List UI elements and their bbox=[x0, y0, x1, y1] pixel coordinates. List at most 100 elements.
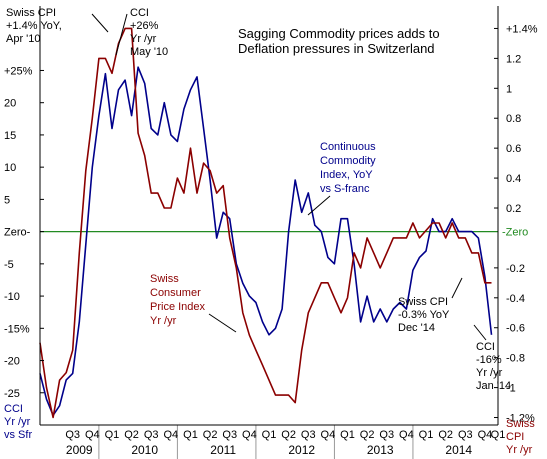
quarter-label: Q4 bbox=[321, 429, 336, 441]
plot-frame bbox=[39, 6, 499, 426]
left-tick-label: 10 bbox=[4, 162, 16, 174]
quarter-label: Q1 bbox=[262, 429, 277, 441]
right-axis-title: Swiss bbox=[506, 418, 535, 430]
right-axis-title: CPI bbox=[506, 431, 524, 443]
cci-series-line bbox=[39, 66, 493, 417]
annotation-cci-peak-text: +26% bbox=[130, 20, 159, 32]
annotation-cci-series-text: Continuous bbox=[320, 141, 376, 153]
quarter-label: Q1 bbox=[183, 429, 198, 441]
x-axis: Q3 Q4 Q1 Q2 Q3 Q4 Q1 Q2 Q3 Q4 Q1 Q2 Q3 Q4 Q1 Q2 Q3 Q4 Q1 Q2… bbox=[65, 429, 505, 457]
annotation-cci-peak-text: CCI bbox=[130, 7, 149, 19]
right-tick-label: 1.2 bbox=[506, 53, 521, 65]
series-lines bbox=[39, 27, 493, 419]
right-tick-label: 0.2 bbox=[506, 203, 521, 215]
right-tick-label: -0.8 bbox=[506, 353, 525, 365]
annotation-cci-latest-text: -16% bbox=[476, 354, 502, 366]
quarter-label: Q4 bbox=[399, 429, 414, 441]
annotation-cpi-series-text: Price Index bbox=[150, 301, 206, 313]
right-axis-title: Yr /yr bbox=[506, 444, 533, 456]
annotation-cci-series-text: vs S-franc bbox=[320, 183, 370, 195]
quarter-label: Q1 bbox=[340, 429, 355, 441]
annotation-cpi-peak-text: Swiss CPI bbox=[6, 7, 56, 19]
quarter-label: Q1 bbox=[105, 429, 120, 441]
year-label: 2009 bbox=[66, 443, 93, 457]
quarter-label: Q1 bbox=[419, 429, 434, 441]
quarter-label: Q4 bbox=[478, 429, 493, 441]
annotation-cci-latest-text: Jan '14 bbox=[476, 380, 511, 392]
annotation-cpi-latest-text: Swiss CPI bbox=[398, 296, 448, 308]
title-line: Sagging Commodity prices adds to bbox=[238, 26, 440, 41]
left-tick-label: 5 bbox=[4, 194, 10, 206]
annotation-cpi-series-text: Swiss bbox=[150, 273, 179, 285]
year-label: 2014 bbox=[445, 443, 472, 457]
quarter-label: Q2 bbox=[124, 429, 139, 441]
quarter-label: Q2 bbox=[438, 429, 453, 441]
left-tick-label: -10 bbox=[4, 291, 20, 303]
left-tick-label: 20 bbox=[4, 98, 16, 110]
left-axis-title: CCI bbox=[4, 403, 23, 415]
left-tick-label: +25% bbox=[4, 65, 33, 77]
annotation-cci-latest-text: CCI bbox=[476, 341, 495, 353]
left-tick-label: -15% bbox=[4, 323, 30, 335]
right-tick-label: -0.4 bbox=[506, 293, 525, 305]
quarter-label: Q2 bbox=[203, 429, 218, 441]
annotation-cci-peak-text: May '10 bbox=[130, 46, 168, 58]
annotation-cpi-peak-text: +1.4% YoY, bbox=[6, 20, 62, 32]
annotation-cci-peak-leader bbox=[115, 13, 128, 56]
annotation-cpi-peak-leader bbox=[91, 13, 109, 33]
annotation-cci-latest-text: Yr /yr bbox=[476, 367, 503, 379]
annotation-cpi-latest-text: -0.3% YoY bbox=[398, 309, 450, 321]
quarter-label: Q3 bbox=[222, 429, 237, 441]
right-tick-label: 0.6 bbox=[506, 143, 521, 155]
quarter-label: Q4 bbox=[85, 429, 100, 441]
quarter-label: Q4 bbox=[164, 429, 179, 441]
left-tick-label: -25 bbox=[4, 388, 20, 400]
left-axis-title: vs Sfr bbox=[4, 429, 32, 441]
year-label: 2012 bbox=[288, 443, 315, 457]
quarter-label: Q3 bbox=[65, 429, 80, 441]
quarter-label: Q1 bbox=[491, 429, 506, 441]
right-tick-label: -1 bbox=[506, 383, 516, 395]
right-tick-label: -0.2 bbox=[506, 263, 525, 275]
title-line: Deflation pressures in Switzerland bbox=[238, 41, 435, 56]
annotation-cpi-latest-leader bbox=[451, 277, 463, 299]
chart-title: Sagging Commodity prices adds toDeflatio… bbox=[238, 26, 440, 56]
annotation-cpi-series-text: Consumer bbox=[150, 287, 201, 299]
left-tick-label: Zero- bbox=[4, 227, 31, 239]
quarter-label: Q3 bbox=[144, 429, 159, 441]
right-tick-label: -1.2% bbox=[506, 413, 535, 425]
right-axis: +1.4% 1.2 1 0.8 0.6 0.4 0.2 -0.2 -0.4 -0.6 -0.8 -1 -… bbox=[494, 23, 538, 456]
right-tick-label: +1.4% bbox=[506, 23, 538, 35]
year-label: 2010 bbox=[131, 443, 158, 457]
quarter-label: Q3 bbox=[458, 429, 473, 441]
annotation-cpi-series-text: Yr /yr bbox=[150, 315, 177, 327]
annotation-cpi-latest-text: Dec '14 bbox=[398, 322, 435, 334]
right-tick-label: -0.6 bbox=[506, 323, 525, 335]
year-label: 2011 bbox=[210, 443, 236, 457]
annotation-cci-series-text: Commodity bbox=[320, 155, 376, 167]
left-tick-label: 15 bbox=[4, 130, 16, 142]
quarter-label: Q4 bbox=[242, 429, 257, 441]
quarter-label: Q2 bbox=[360, 429, 375, 441]
quarter-label: Q2 bbox=[281, 429, 296, 441]
cpi-series-line bbox=[39, 27, 492, 419]
annotation-cpi-peak-text: Apr '10 bbox=[6, 33, 41, 45]
right-tick-label: 0.4 bbox=[506, 173, 521, 185]
quarter-label: Q3 bbox=[379, 429, 394, 441]
annotation-cci-series-text: Index, YoY bbox=[320, 169, 373, 181]
quarter-label: Q3 bbox=[301, 429, 316, 441]
annotation-cci-peak-text: Yr /yr bbox=[130, 33, 157, 45]
left-tick-label: -20 bbox=[4, 356, 20, 368]
right-tick-label: 0.8 bbox=[506, 113, 521, 125]
annotation-cpi-series-leader bbox=[208, 313, 237, 333]
zero-reference: -Zero bbox=[40, 227, 528, 239]
left-tick-label: -5 bbox=[4, 259, 14, 271]
year-divider-lines bbox=[98, 425, 414, 459]
annotation-cci-latest-leader bbox=[473, 324, 487, 341]
year-label: 2013 bbox=[367, 443, 394, 457]
zero-line-label: -Zero bbox=[502, 227, 528, 239]
annotation-cci-series-leader bbox=[307, 195, 331, 216]
